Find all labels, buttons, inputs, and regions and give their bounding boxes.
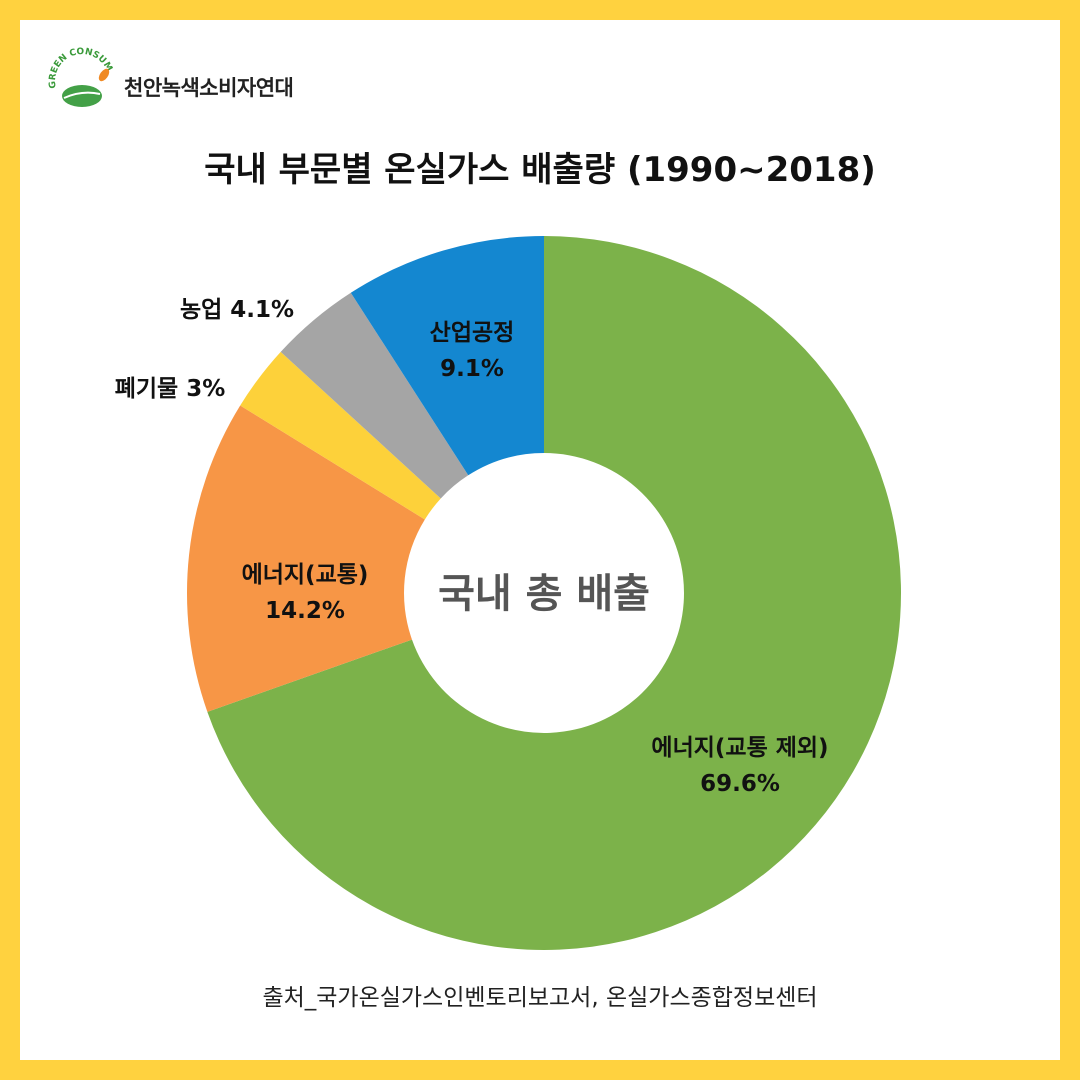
slice-산업공정: [350, 236, 544, 476]
label-value: 9.1%: [440, 356, 504, 382]
donut-chart: 에너지(교통 제외) 69.6% 에너지(교통) 14.2% 폐기물 3% 농업 4.1%…: [115, 236, 902, 950]
poster-frame: GREEN CONSUMER 천안녹색소비자연대 국내 부문별 온실가스 배출량…: [20, 20, 1060, 1060]
slice-에너지-교통: [187, 405, 425, 712]
label-category: 산업공정: [430, 320, 515, 346]
label-폐기물: 폐기물 3%: [115, 376, 226, 402]
label-에너지-교통-제외: 에너지(교통 제외) 69.6%: [651, 735, 828, 797]
label-category: 에너지(교통 제외): [651, 735, 828, 761]
center-label: 국내 총 배출: [438, 571, 650, 617]
label-농업: 농업 4.1%: [180, 297, 294, 323]
slice-에너지-교통-제외: [207, 236, 902, 950]
brand-name: 천안녹색소비자연대: [124, 76, 294, 100]
brand-logo: GREEN CONSUMER 천안녹색소비자연대: [42, 44, 342, 124]
label-에너지-교통: 에너지(교통) 14.2%: [242, 562, 369, 624]
green-consumer-leaf-icon: GREEN CONSUMER: [42, 44, 114, 107]
source-note: 출처_국가온실가스인벤토리보고서, 온실가스종합정보센터: [262, 985, 818, 1011]
label-category: 에너지(교통): [242, 562, 369, 588]
chart-title: 국내 부문별 온실가스 배출량 (1990~2018): [204, 150, 876, 190]
slice-폐기물: [240, 351, 441, 520]
label-value: 14.2%: [265, 598, 345, 624]
label-value: 69.6%: [700, 771, 780, 797]
slice-농업: [280, 292, 469, 499]
label-산업공정: 산업공정 9.1%: [430, 320, 515, 382]
